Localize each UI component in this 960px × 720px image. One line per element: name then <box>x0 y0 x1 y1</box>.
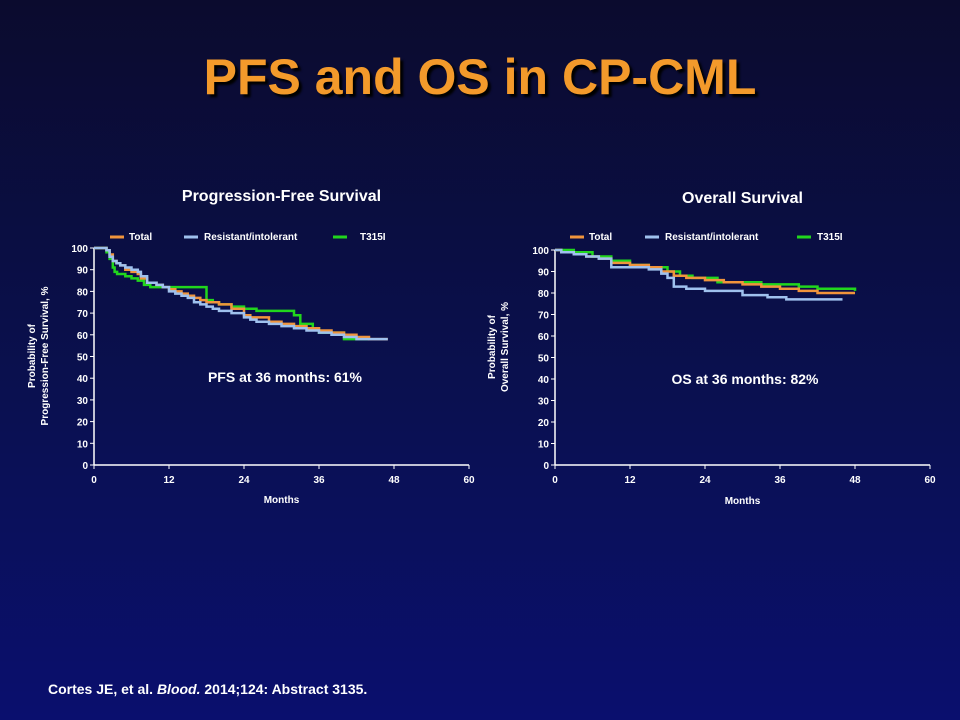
citation-details: 2014;124: Abstract 3135. <box>200 681 368 697</box>
os-x-tick-label: 12 <box>624 475 636 486</box>
pfs-chart-title: Progression-Free Survival <box>182 188 381 205</box>
pfs-y-tick-label: 60 <box>77 331 89 342</box>
os-annotation: OS at 36 months: 82% <box>671 371 819 387</box>
pfs-y-tick-label: 100 <box>71 244 88 255</box>
os-y-tick-label: 100 <box>532 246 549 257</box>
pfs-y-tick-label: 80 <box>77 287 89 298</box>
pfs-y-tick-label: 70 <box>77 309 89 320</box>
pfs-series-line-1 <box>94 246 388 341</box>
os-y-tick-label: 20 <box>538 418 550 429</box>
os-y-tick-label: 10 <box>538 440 550 451</box>
os-y-tick-label: 70 <box>538 311 550 322</box>
pfs-y-tick-label: 0 <box>82 461 88 472</box>
pfs-x-tick-label: 12 <box>163 475 175 486</box>
pfs-y-tick-label: 90 <box>77 266 89 277</box>
os-y-tick-label: 0 <box>543 461 549 472</box>
pfs-x-tick-label: 48 <box>388 475 400 486</box>
os-x-tick-label: 48 <box>849 475 861 486</box>
os-y-tick-label: 40 <box>538 375 550 386</box>
os-series-line-2 <box>555 248 843 301</box>
os-legend-label-1: Total <box>589 232 612 243</box>
pfs-y-tick-label: 50 <box>77 353 89 364</box>
pfs-y-axis-label-line2: Progression-Free Survival, % <box>40 286 51 425</box>
pfs-x-tick-label: 0 <box>91 475 97 486</box>
os-y-tick-label: 50 <box>538 354 550 365</box>
pfs-y-tick-label: 20 <box>77 418 89 429</box>
os-x-tick-label: 24 <box>699 475 711 486</box>
citation: Cortes JE, et al. Blood. 2014;124: Abstr… <box>48 681 367 697</box>
os-y-axis-label-line2: Overall Survival, % <box>500 302 511 392</box>
pfs-legend-label-1: Total <box>129 232 152 243</box>
os-y-tick-label: 60 <box>538 332 550 343</box>
pfs-y-tick-label: 40 <box>77 374 89 385</box>
os-y-tick-label: 90 <box>538 268 550 279</box>
pfs-x-tick-label: 24 <box>238 475 250 486</box>
os-y-tick-label: 30 <box>538 397 550 408</box>
pfs-legend-label-3: T315I <box>360 232 386 243</box>
citation-journal: Blood. <box>156 681 201 697</box>
pfs-x-tick-label: 60 <box>463 475 475 486</box>
citation-authors: Cortes JE, et al. <box>48 681 157 697</box>
os-x-tick-label: 36 <box>774 475 786 486</box>
os-y-tick-label: 80 <box>538 289 550 300</box>
os-x-tick-label: 60 <box>924 475 936 486</box>
pfs-y-tick-label: 30 <box>77 396 89 407</box>
os-x-tick-label: 0 <box>552 475 558 486</box>
pfs-annotation: PFS at 36 months: 61% <box>208 369 363 385</box>
pfs-y-axis-label-line1: Probability of <box>27 323 38 388</box>
os-legend-label-3: T315I <box>817 232 843 243</box>
pfs-y-tick-label: 10 <box>77 439 89 450</box>
slide-title: PFS and OS in CP-CML <box>203 49 757 105</box>
pfs-legend-label-2: Resistant/intolerant <box>204 232 298 243</box>
pfs-x-axis-label: Months <box>264 495 300 506</box>
pfs-series-line-2 <box>94 246 388 341</box>
pfs-x-tick-label: 36 <box>313 475 325 486</box>
os-x-axis-label: Months <box>725 496 761 507</box>
os-legend-label-2: Resistant/intolerant <box>665 232 759 243</box>
pfs-series-line-3 <box>94 246 369 341</box>
os-y-axis-label-line1: Probability of <box>487 314 498 379</box>
os-chart-title: Overall Survival <box>682 190 803 207</box>
